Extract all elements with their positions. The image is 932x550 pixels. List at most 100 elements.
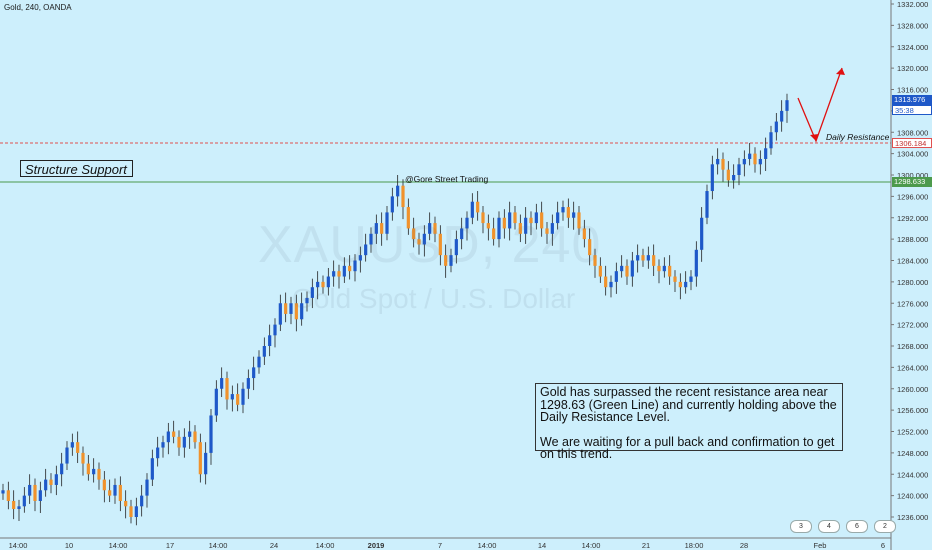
candle-body <box>476 201 480 213</box>
candle-body <box>225 378 229 400</box>
candle-body <box>529 217 533 224</box>
candle-body <box>609 281 613 288</box>
candle-body <box>486 223 490 229</box>
candle-body <box>678 281 682 288</box>
candle-body <box>49 479 53 485</box>
candle-body <box>81 452 85 464</box>
candle-body <box>566 207 570 218</box>
x-tick-label: 6 <box>881 541 885 550</box>
structure-support-label[interactable]: Structure Support <box>20 160 133 177</box>
y-tick-label: 1316.000 <box>897 86 928 95</box>
candle-body <box>70 442 74 448</box>
candle-body <box>726 169 730 181</box>
candle-body <box>12 500 16 509</box>
candle-body <box>716 158 720 165</box>
y-tick-label: 1296.000 <box>897 192 928 201</box>
note-paragraph-2: We are waiting for a pull back and confi… <box>540 434 835 461</box>
candle-body <box>54 474 58 485</box>
candle-body <box>161 442 165 448</box>
candle-body <box>321 281 325 288</box>
note-paragraph-1: Gold has surpassed the recent resistance… <box>540 385 837 424</box>
candle-body <box>230 394 234 400</box>
candle-body <box>561 207 565 213</box>
candle-body <box>22 495 26 507</box>
event-flag-1[interactable]: 3 <box>790 520 812 533</box>
y-tick-label: 1308.000 <box>897 128 928 137</box>
x-tick-label: 14:00 <box>109 541 128 550</box>
event-flag-3[interactable]: 6 <box>846 520 868 533</box>
projection-arrow <box>797 67 843 143</box>
candle-body <box>396 185 400 197</box>
candle-body <box>214 388 218 416</box>
candle-body <box>193 431 197 443</box>
candle-body <box>33 484 37 501</box>
symbol-title[interactable]: Gold, 240, OANDA <box>4 3 72 12</box>
analysis-note[interactable]: Gold has surpassed the recent resistance… <box>535 383 843 460</box>
candle-body <box>502 217 506 229</box>
y-tick-label: 1280.000 <box>897 278 928 287</box>
candle-body <box>177 436 181 448</box>
candle-body <box>438 233 442 256</box>
candle-body <box>737 164 741 175</box>
y-tick-label: 1320.000 <box>897 64 928 73</box>
x-tick-label: 14:00 <box>9 541 28 550</box>
candle-body <box>748 153 752 159</box>
candle-body <box>134 506 138 517</box>
y-tick-label: 1248.000 <box>897 449 928 458</box>
x-tick-label: 10 <box>65 541 73 550</box>
y-tick-label: 1272.000 <box>897 321 928 330</box>
projection-arrowhead <box>836 68 845 75</box>
candle-body <box>385 212 389 234</box>
candle-body <box>316 281 320 288</box>
candle-body <box>620 265 624 272</box>
candle-body <box>342 265 346 277</box>
x-tick-label: 21 <box>642 541 650 550</box>
daily-resistance-label[interactable]: Daily Resistance <box>826 132 890 142</box>
candle-body <box>614 271 618 282</box>
candle-body <box>278 303 282 325</box>
candle-body <box>102 479 106 491</box>
candle-body <box>625 265 629 277</box>
candle-body <box>598 265 602 277</box>
event-flag-4[interactable]: 2 <box>874 520 896 533</box>
x-axis: 14:00 10 14:00 17 14:00 24 14:00 2019 7 14:00 14 14… <box>9 541 885 550</box>
candle-body <box>97 468 101 480</box>
candle-body <box>6 490 10 501</box>
candle-body <box>550 223 554 234</box>
resistance-price-tag: 1306.184 <box>892 138 932 148</box>
candle-body <box>572 212 576 218</box>
candle-body <box>524 217 528 234</box>
x-tick-label: 14 <box>538 541 546 550</box>
event-flag-2[interactable]: 4 <box>818 520 840 533</box>
candle-body <box>732 175 736 181</box>
candle-body <box>401 185 405 208</box>
y-tick-label: 1256.000 <box>897 406 928 415</box>
candle-body <box>700 217 704 250</box>
candle-body <box>433 223 437 234</box>
candle-body <box>710 164 714 192</box>
candle-body <box>182 436 186 448</box>
candle-body <box>534 212 538 224</box>
candle-body <box>129 506 133 517</box>
candle-body <box>684 281 688 288</box>
economic-events: 3 4 6 2 <box>790 520 896 533</box>
candle-body <box>662 265 666 272</box>
y-tick-label: 1264.000 <box>897 363 928 372</box>
y-tick-label: 1240.000 <box>897 492 928 501</box>
candle-body <box>497 217 501 240</box>
candle-body <box>721 158 725 170</box>
candle-body <box>60 463 64 475</box>
y-tick-label: 1276.000 <box>897 299 928 308</box>
x-tick-label: 14:00 <box>316 541 335 550</box>
candle-body <box>652 255 656 266</box>
candle-body <box>753 153 757 165</box>
candle-body <box>470 201 474 218</box>
candle-body <box>646 255 650 261</box>
candle-body <box>454 239 458 256</box>
candle-body <box>268 335 272 346</box>
candle-body <box>369 233 373 245</box>
candle-body <box>785 100 789 111</box>
candle-body <box>332 271 336 277</box>
candle-body <box>220 378 224 389</box>
